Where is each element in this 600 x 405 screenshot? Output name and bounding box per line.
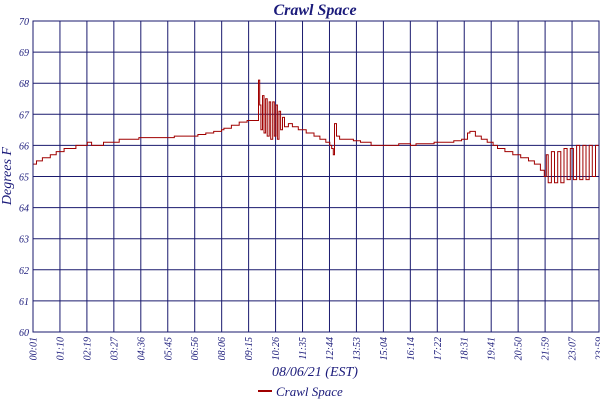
x-tick-label: 18:31	[460, 337, 471, 360]
y-tick-label: 65	[19, 173, 29, 184]
x-tick-label: 10:26	[271, 337, 282, 360]
x-tick-label: 09:15	[244, 337, 255, 360]
x-tick-label: 00:01	[29, 337, 40, 360]
y-tick-label: 63	[19, 235, 29, 246]
x-tick-label: 19:41	[487, 337, 498, 360]
x-tick-label: 06:56	[190, 337, 201, 360]
grid	[33, 21, 599, 332]
legend: Crawl Space	[258, 384, 343, 399]
x-axis-label: 08/06/21 (EST)	[272, 365, 358, 380]
legend-label-crawl-space: Crawl Space	[276, 384, 343, 399]
y-axis-label: Degrees F	[0, 146, 15, 206]
x-tick-label: 13:53	[352, 337, 363, 360]
y-tick-label: 61	[19, 297, 29, 308]
x-tick-label: 03:27	[109, 336, 120, 360]
y-axis-ticks: 60 61 62 63 64 65 66 67 68 69 70	[19, 17, 30, 339]
y-tick-label: 70	[19, 17, 29, 28]
x-axis-ticks: 00:01 01:10 02:19 03:27 04:36 05:45 06:56 08:06…	[29, 336, 600, 360]
x-tick-label: 23:07	[568, 336, 579, 360]
y-tick-label: 64	[19, 204, 29, 215]
x-tick-label: 11:35	[298, 337, 309, 360]
y-tick-label: 62	[19, 266, 29, 277]
x-tick-label: 15:04	[379, 337, 390, 360]
series-layer	[33, 80, 599, 183]
x-tick-label: 01:10	[55, 337, 66, 360]
chart-title: Crawl Space	[273, 2, 356, 19]
y-tick-label: 60	[19, 328, 29, 339]
x-tick-label: 20:50	[514, 337, 525, 360]
x-tick-label: 08:06	[217, 337, 228, 360]
x-tick-label: 21:59	[541, 337, 552, 360]
x-tick-label: 05:45	[163, 337, 174, 360]
y-tick-label: 66	[19, 141, 29, 152]
x-tick-label: 16:14	[406, 337, 417, 360]
x-tick-label: 04:36	[136, 337, 147, 360]
y-tick-label: 67	[19, 110, 30, 121]
series-line-crawl-space	[33, 80, 599, 183]
x-tick-label: 23:59	[595, 337, 600, 360]
y-tick-label: 68	[19, 79, 29, 90]
x-tick-label: 02:19	[82, 337, 93, 360]
x-tick-label: 12:44	[325, 337, 336, 360]
x-tick-label: 17:22	[433, 337, 444, 360]
y-tick-label: 69	[19, 48, 29, 59]
